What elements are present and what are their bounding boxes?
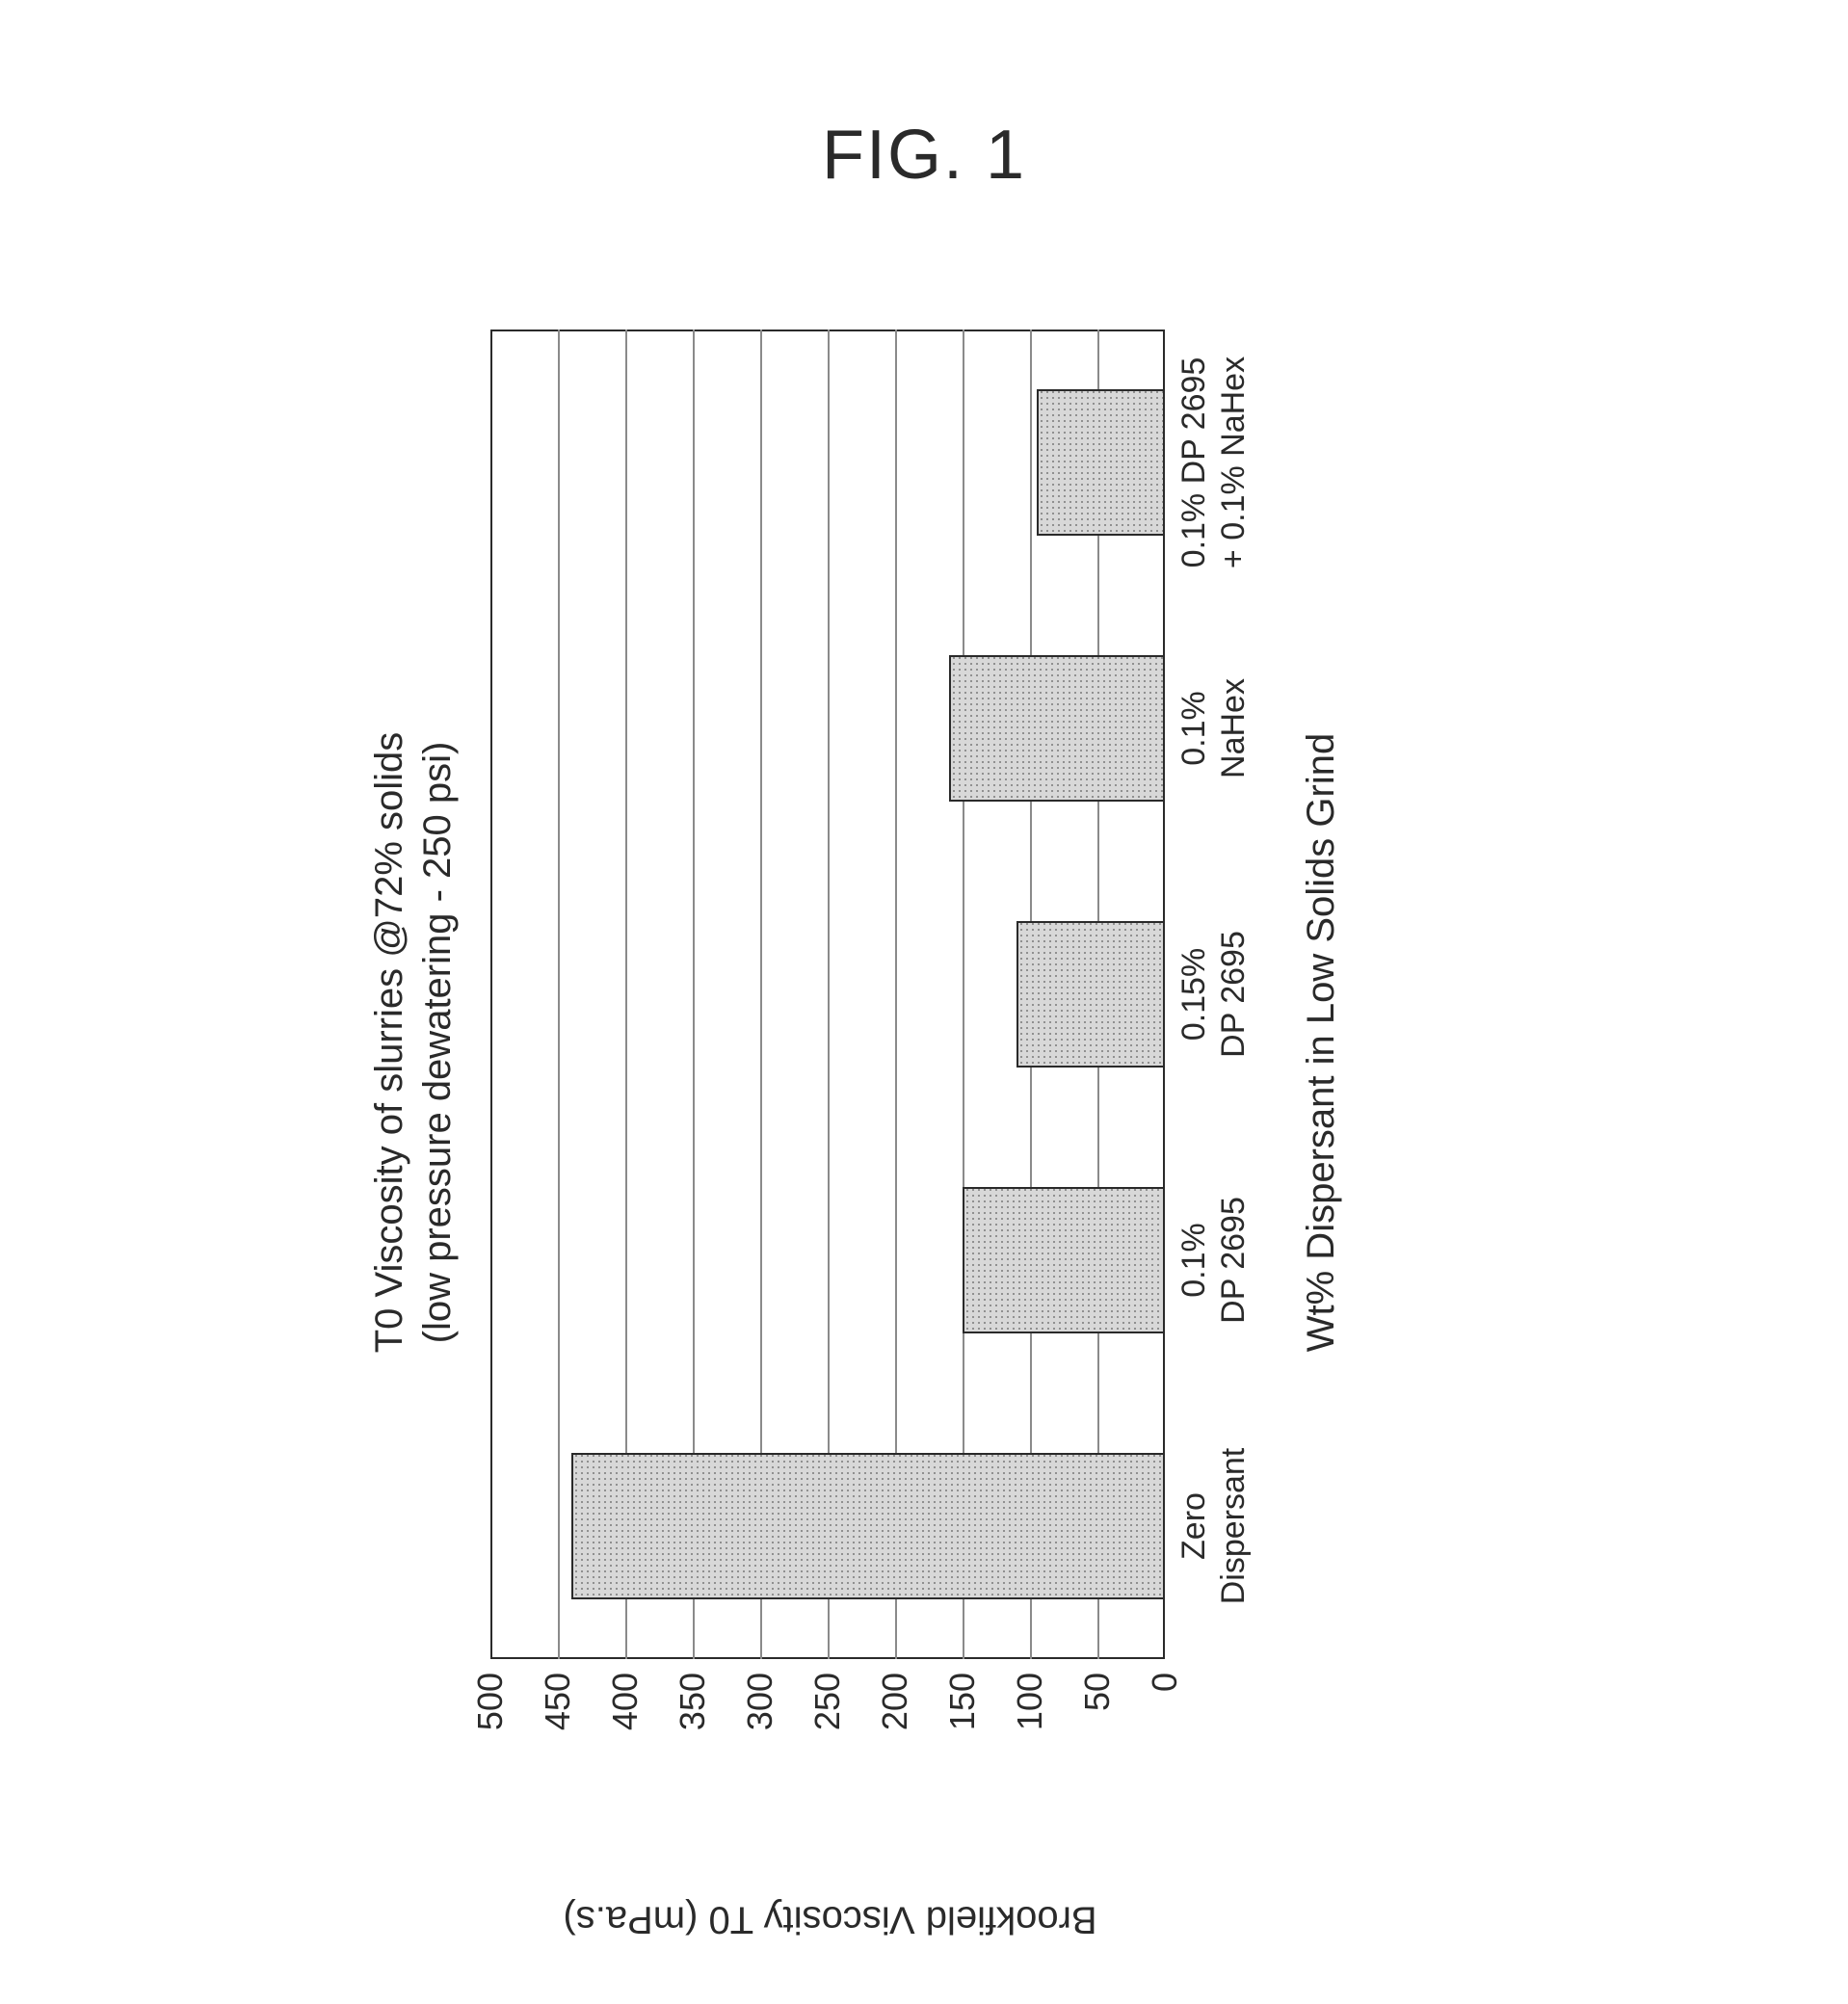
y-tick-label: 0 bbox=[1145, 1659, 1185, 1692]
plot-area: 050100150200250300350400450500Zero Dispe… bbox=[490, 330, 1165, 1659]
y-tick-label: 400 bbox=[605, 1659, 646, 1730]
x-tick-label: 0.1% NaHex bbox=[1165, 678, 1254, 778]
chart-rotation-wrapper: T0 Viscosity of slurries @72% solids (lo… bbox=[365, 291, 1483, 1794]
figure-label: FIG. 1 bbox=[0, 116, 1848, 195]
bar bbox=[1016, 921, 1165, 1068]
chart-title-line1: T0 Viscosity of slurries @72% solids bbox=[368, 731, 410, 1353]
y-tick-label: 150 bbox=[942, 1659, 983, 1730]
bar bbox=[949, 655, 1165, 802]
y-tick-label: 300 bbox=[740, 1659, 780, 1730]
x-tick-label: 0.1% DP 2695 + 0.1% NaHex bbox=[1165, 356, 1254, 568]
y-tick-label: 250 bbox=[807, 1659, 848, 1730]
bar bbox=[1037, 389, 1165, 536]
page: FIG. 1 T0 Viscosity of slurries @72% sol… bbox=[0, 0, 1848, 2004]
chart-title-line2: (low pressure dewatering - 250 psi) bbox=[416, 741, 459, 1343]
bar bbox=[963, 1187, 1165, 1333]
y-tick-label: 450 bbox=[538, 1659, 578, 1730]
y-axis-title: Brookfield Viscosity T0 (mPa.s) bbox=[493, 1897, 1168, 1940]
bar bbox=[571, 1453, 1165, 1599]
chart-container: T0 Viscosity of slurries @72% solids (lo… bbox=[365, 291, 1483, 1794]
x-tick-label: 0.1% DP 2695 bbox=[1165, 1197, 1254, 1324]
chart-title: T0 Viscosity of slurries @72% solids (lo… bbox=[365, 291, 462, 1794]
x-axis-title: Wt% Dispersant in Low Solids Grind bbox=[1300, 291, 1343, 1794]
y-tick-label: 500 bbox=[470, 1659, 511, 1730]
x-tick-label: Zero Dispersant bbox=[1165, 1447, 1254, 1604]
y-tick-label: 100 bbox=[1010, 1659, 1050, 1730]
gridline bbox=[558, 330, 560, 1659]
x-tick-label: 0.15% DP 2695 bbox=[1165, 931, 1254, 1058]
y-tick-label: 50 bbox=[1077, 1659, 1118, 1711]
y-tick-label: 200 bbox=[875, 1659, 915, 1730]
y-tick-label: 350 bbox=[673, 1659, 713, 1730]
